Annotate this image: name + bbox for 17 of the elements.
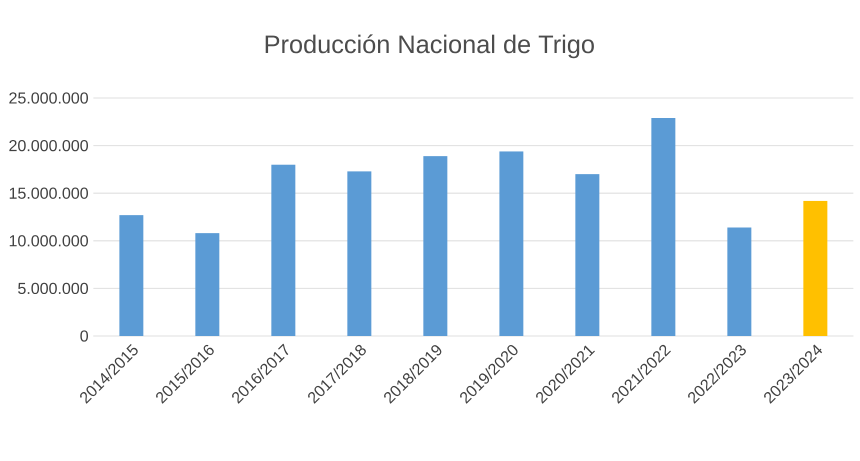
bar (271, 164, 296, 336)
y-tick-label: 20.000.000 (9, 140, 88, 152)
bar (195, 233, 220, 336)
y-tick-label: 5.000.000 (18, 282, 88, 294)
bar (347, 171, 372, 336)
bar (119, 215, 144, 336)
chart-title: Producción Nacional de Trigo (266, 34, 594, 58)
bar (575, 174, 600, 336)
bar (651, 118, 676, 336)
y-tick-label: 10.000.000 (10, 235, 88, 246)
y-tick-label: 0 (80, 330, 88, 342)
y-tick-label: 15.000.000 (10, 188, 88, 199)
bar (499, 151, 524, 336)
y-tick-label: 25.000.000 (9, 92, 88, 104)
bar (803, 200, 828, 336)
bar (727, 227, 752, 336)
bar (423, 156, 448, 336)
